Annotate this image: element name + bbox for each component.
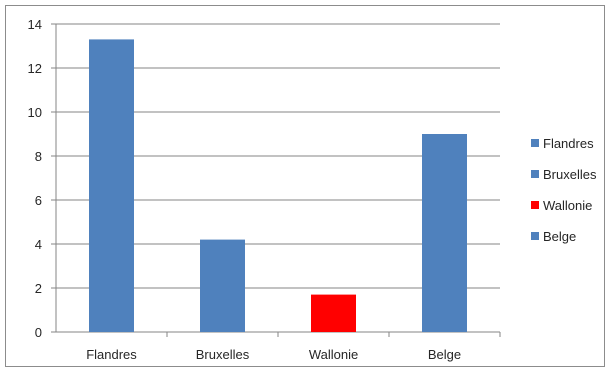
bar-wallonie [311, 294, 356, 332]
legend-label: Flandres [543, 136, 594, 151]
x-category-label: Bruxelles [196, 347, 250, 362]
y-tick-label: 10 [28, 105, 42, 120]
legend-swatch [531, 170, 539, 178]
y-tick-label: 6 [35, 193, 42, 208]
x-axis-labels: Flandres Bruxelles Wallonie Belge [86, 347, 461, 362]
legend-label: Belge [543, 229, 576, 244]
bar-flandres [89, 39, 134, 333]
legend: Flandres Bruxelles Wallonie Belge [531, 136, 597, 244]
x-category-label: Belge [428, 347, 461, 362]
y-tick-label: 12 [28, 61, 42, 76]
y-tick-label: 8 [35, 149, 42, 164]
y-tick-label: 0 [35, 325, 42, 340]
legend-swatch [531, 139, 539, 147]
y-tick-label: 4 [35, 237, 42, 252]
legend-label: Wallonie [543, 198, 592, 213]
legend-swatch [531, 232, 539, 240]
x-category-label: Wallonie [309, 347, 358, 362]
legend-swatch [531, 201, 539, 209]
bar-bruxelles [200, 239, 245, 332]
y-tick-label: 14 [28, 17, 42, 32]
y-axis-ticks: 0 2 4 6 8 10 12 14 [28, 17, 42, 340]
x-category-label: Flandres [86, 347, 137, 362]
y-tick-label: 2 [35, 281, 42, 296]
bars [89, 39, 467, 333]
bar-belge [422, 134, 467, 332]
legend-label: Bruxelles [543, 167, 597, 182]
